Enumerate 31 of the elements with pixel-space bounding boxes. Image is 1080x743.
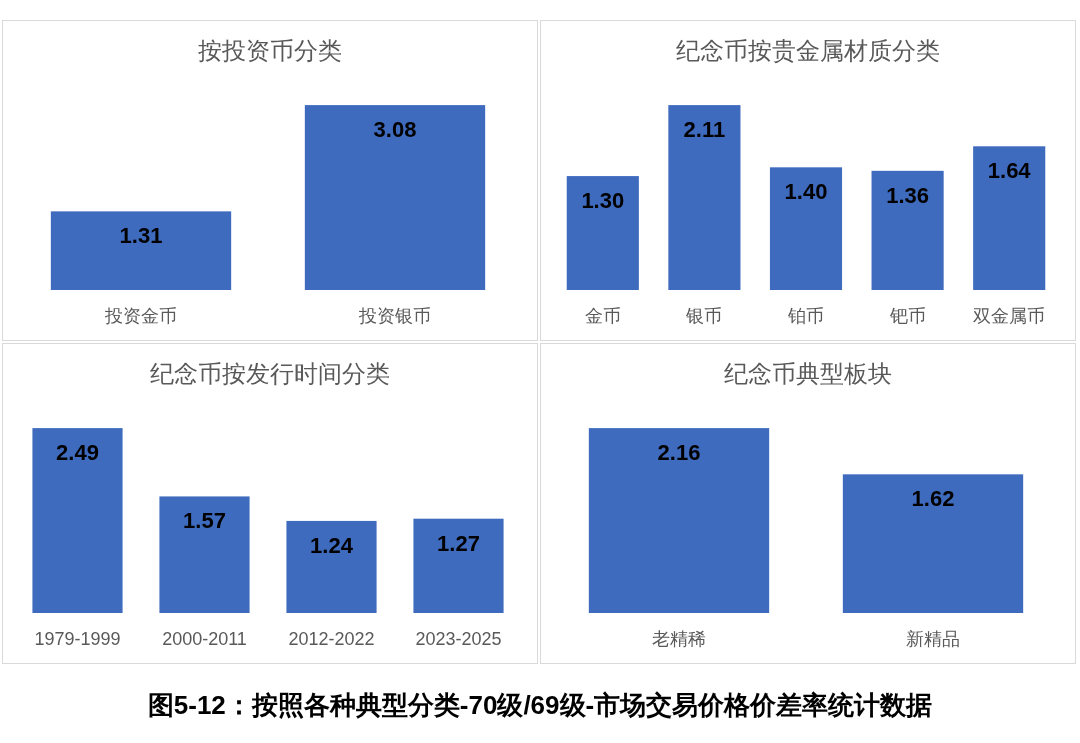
data-label: 1.31 (119, 223, 163, 249)
data-label: 1.30 (581, 188, 625, 214)
x-tick-label: 钯币 (888, 306, 926, 326)
x-tick-label: 铂币 (787, 306, 824, 326)
x-tick-label: 2000-2011 (162, 629, 247, 649)
chart-title: 按投资币分类 (198, 37, 342, 64)
data-label: 1.40 (784, 179, 828, 205)
x-tick-label: 1979-1999 (34, 629, 121, 649)
data-label: 1.64 (987, 158, 1032, 184)
x-tick-label: 新精品 (906, 629, 960, 649)
data-label: 1.62 (911, 486, 955, 512)
data-label: 1.27 (437, 530, 480, 556)
x-tick-label: 双金属币 (973, 306, 1046, 326)
x-tick-label: 银币 (685, 306, 723, 326)
data-label: 1.24 (310, 532, 354, 558)
data-label: 2.11 (683, 117, 726, 143)
data-label: 1.57 (183, 508, 226, 534)
text: 图5-12：按照各种典型分类-70级/69级-市场交易价格价差率统计数据 (147, 690, 933, 720)
chart-title: 纪念币按贵金属材质分类 (676, 37, 940, 64)
x-tick-label: 投资金币 (104, 306, 177, 326)
x-tick-label: 老精稀 (652, 629, 706, 649)
data-label: 1.36 (886, 182, 930, 208)
data-label: 3.08 (373, 117, 417, 143)
x-tick-label: 投资银币 (358, 306, 431, 326)
chart-title: 纪念币按发行时间分类 (150, 360, 390, 387)
x-tick-label: 2012-2022 (288, 629, 375, 649)
chart-title: 纪念币典型板块 (724, 360, 892, 387)
data-label: 2.16 (657, 440, 701, 466)
x-tick-label: 2023-2025 (415, 629, 502, 649)
data-label: 2.49 (56, 440, 99, 466)
x-tick-label: 金币 (584, 306, 621, 326)
